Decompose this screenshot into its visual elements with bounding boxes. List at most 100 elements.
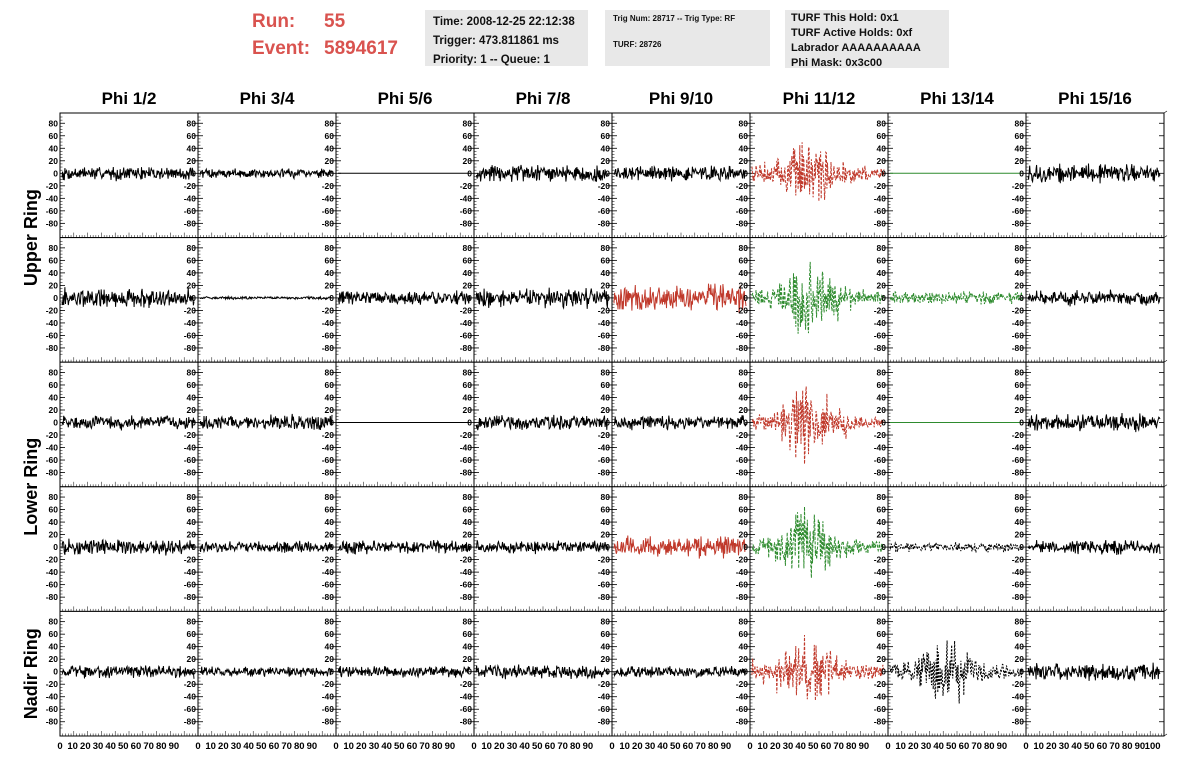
y-tick-label: -40 [736, 318, 749, 328]
waveform-panel: 80 60 40 20 0 -20 -40 -60 -80 [46, 361, 199, 488]
y-tick-label: -20 [460, 305, 473, 315]
x-tick-label: 50 [532, 741, 543, 752]
run-label: Run: [252, 11, 296, 32]
phi-mask-text: Phi Mask: 0x3c00 [791, 57, 883, 69]
y-tick-label: -80 [184, 218, 197, 228]
y-tick-label: 40 [187, 517, 197, 527]
y-tick-label: 80 [463, 617, 473, 627]
x-tick-label: 20 [218, 741, 229, 752]
x-tick-label: 50 [394, 741, 405, 752]
y-tick-label: 20 [187, 156, 197, 166]
x-tick-label: 60 [959, 741, 970, 752]
y-tick-label: 0 [605, 418, 610, 428]
x-tick-label: 10 [757, 741, 768, 752]
x-tick-label: 50 [1084, 741, 1095, 752]
waveform-trace [61, 287, 195, 309]
y-tick-label: 40 [187, 143, 197, 153]
y-tick-label: -20 [322, 679, 335, 689]
y-tick-label: 60 [49, 255, 59, 265]
y-tick-label: 20 [1015, 530, 1025, 540]
x-tick-label: 100 [1145, 741, 1161, 752]
y-tick-label: -60 [460, 455, 473, 465]
y-tick-label: 0 [743, 418, 748, 428]
row-group-label: Upper Ring [21, 189, 41, 286]
y-tick-label: 60 [187, 505, 197, 515]
y-tick-label: -60 [184, 330, 197, 340]
y-tick-label: 80 [49, 492, 59, 502]
x-tick-label: 90 [997, 741, 1008, 752]
y-tick-label: -40 [1012, 443, 1025, 453]
waveform-trace [1027, 289, 1161, 307]
y-tick-label: -80 [1012, 717, 1025, 727]
y-tick-label: -60 [46, 704, 59, 714]
panel-frame [887, 610, 1027, 737]
y-tick-label: 0 [53, 667, 58, 677]
y-tick-label: -20 [736, 430, 749, 440]
y-tick-label: -40 [736, 443, 749, 453]
y-tick-label: 0 [881, 418, 886, 428]
y-tick-label: -60 [874, 704, 887, 714]
y-tick-label: 20 [877, 654, 887, 664]
waveform-trace [889, 290, 1023, 305]
y-tick-label: -80 [460, 218, 473, 228]
y-tick-label: 0 [605, 667, 610, 677]
waveform-panel: 80 60 40 20 0 -20 -40 -60 -80 [46, 486, 199, 612]
y-tick-label: 20 [739, 530, 749, 540]
waveform-panel: 80 60 40 20 0 -20 -40 -60 -80 [322, 486, 475, 612]
y-tick-label: -60 [598, 580, 611, 590]
waveform-trace [199, 413, 333, 430]
y-tick-label: 40 [1015, 392, 1025, 402]
y-tick-label: 20 [739, 280, 749, 290]
waveform-panel: 80 60 40 20 0 -20 -40 -60 -80 [184, 361, 337, 488]
y-tick-label: 0 [329, 293, 334, 303]
column-header: Phi 13/14 [920, 89, 994, 108]
waveform-panel: 80 60 40 20 0 -20 -40 -60 -80 [874, 361, 1027, 488]
y-tick-label: 80 [877, 243, 887, 253]
y-tick-label: 80 [877, 492, 887, 502]
y-tick-label: 0 [467, 542, 472, 552]
y-tick-label: -20 [874, 430, 887, 440]
run-event-box: Run: 55 Event: 5894617 [252, 8, 398, 62]
y-tick-label: 20 [325, 405, 335, 415]
x-tick-label: 10 [205, 741, 216, 752]
waveform-trace [199, 666, 333, 678]
y-tick-label: 40 [739, 517, 749, 527]
panel-frame [197, 237, 337, 363]
y-tick-label: 60 [187, 629, 197, 639]
y-tick-label: 80 [739, 118, 749, 128]
y-tick-label: -60 [736, 580, 749, 590]
x-tick-label: 90 [307, 741, 318, 752]
y-tick-label: 60 [49, 629, 59, 639]
y-tick-label: -20 [1012, 679, 1025, 689]
y-tick-label: -40 [46, 443, 59, 453]
x-tick-label: 90 [169, 741, 180, 752]
waveform-trace [889, 541, 1023, 553]
y-tick-label: -80 [184, 592, 197, 602]
x-tick-label: 0 [471, 741, 476, 752]
x-tick-label: 20 [80, 741, 91, 752]
y-tick-label: -20 [874, 679, 887, 689]
y-tick-label: 60 [463, 629, 473, 639]
y-tick-label: 20 [601, 654, 611, 664]
x-tick-label: 0 [747, 741, 752, 752]
column-header: Phi 5/6 [378, 89, 433, 108]
y-tick-label: 0 [467, 418, 472, 428]
waveform-trace [889, 640, 1023, 704]
y-tick-label: -80 [460, 468, 473, 478]
x-tick-label: 70 [1109, 741, 1120, 752]
y-tick-label: 0 [329, 542, 334, 552]
y-tick-label: -20 [460, 679, 473, 689]
waveform-panel: 80 60 40 20 0 -20 -40 -60 -80 [322, 112, 475, 239]
panel-frame [473, 361, 613, 488]
y-tick-label: -60 [460, 330, 473, 340]
x-tick-label: 10 [67, 741, 78, 752]
y-tick-label: -80 [46, 468, 59, 478]
y-tick-label: 40 [1015, 642, 1025, 652]
y-tick-label: 0 [605, 168, 610, 178]
y-tick-label: 60 [325, 380, 335, 390]
y-tick-label: -60 [184, 206, 197, 216]
y-tick-label: 40 [601, 268, 611, 278]
y-tick-label: 40 [601, 517, 611, 527]
y-tick-label: 60 [601, 505, 611, 515]
y-tick-label: 20 [739, 654, 749, 664]
